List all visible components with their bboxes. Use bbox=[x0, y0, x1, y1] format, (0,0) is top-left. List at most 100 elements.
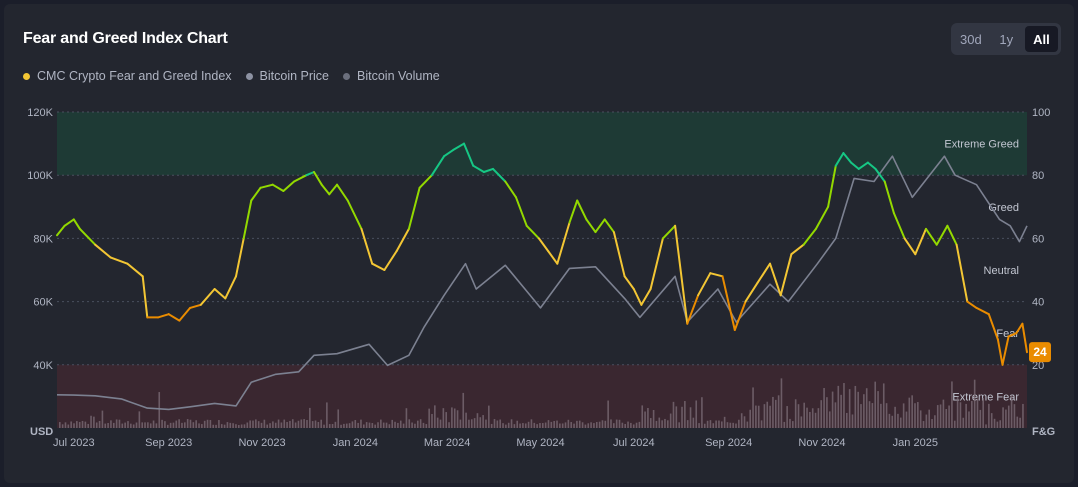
volume-bar bbox=[857, 391, 859, 428]
volume-bar bbox=[871, 403, 874, 428]
zone-label: Fear bbox=[996, 328, 1019, 340]
volume-bar bbox=[982, 398, 984, 428]
volume-bar bbox=[419, 419, 422, 428]
volume-bar bbox=[507, 422, 510, 428]
volume-bar bbox=[354, 420, 357, 428]
volume-bar bbox=[692, 417, 695, 428]
volume-bar bbox=[334, 421, 337, 428]
volume-bar bbox=[402, 423, 405, 428]
fear-greed-segment bbox=[892, 212, 906, 240]
range-30d-button[interactable]: 30d bbox=[954, 26, 988, 52]
current-value-badge bbox=[1029, 342, 1051, 363]
volume-bar bbox=[820, 400, 823, 428]
x-tick-label: May 2024 bbox=[516, 437, 564, 449]
volume-bar bbox=[971, 400, 973, 428]
legend-bitcoin-volume[interactable]: Bitcoin Volume bbox=[343, 69, 440, 83]
fear-greed-segment bbox=[850, 161, 860, 170]
chart-title: Fear and Greed Index Chart bbox=[23, 30, 228, 47]
volume-bar bbox=[567, 419, 570, 428]
legend-dot bbox=[343, 72, 351, 80]
volume-bar bbox=[434, 405, 436, 428]
volume-bar bbox=[320, 419, 322, 428]
volume-bar bbox=[203, 420, 206, 428]
y-right-tick-label: 40 bbox=[1032, 297, 1044, 309]
volume-bar bbox=[107, 423, 109, 428]
volume-bar bbox=[755, 405, 757, 428]
volume-bar bbox=[794, 399, 797, 428]
volume-bar bbox=[936, 405, 939, 428]
volume-bar bbox=[559, 423, 561, 428]
zone-label: Greed bbox=[988, 202, 1019, 214]
volume-bar bbox=[823, 388, 825, 428]
x-tick-label: Jan 2024 bbox=[333, 437, 378, 449]
fear-greed-segment bbox=[336, 183, 349, 202]
volume-bar bbox=[593, 423, 595, 428]
volume-bar bbox=[595, 422, 598, 428]
fear-greed-segment bbox=[259, 183, 274, 189]
legend-dot bbox=[23, 72, 30, 80]
volume-bar bbox=[996, 421, 999, 428]
volume-bar bbox=[624, 423, 626, 428]
volume-bar bbox=[297, 420, 300, 428]
volume-bar bbox=[451, 407, 453, 428]
volume-bar bbox=[87, 423, 90, 428]
fear-greed-segment bbox=[733, 300, 747, 331]
volume-bar bbox=[138, 411, 141, 428]
volume-bar bbox=[865, 388, 868, 428]
volume-bar bbox=[706, 420, 709, 428]
volume-bar bbox=[854, 385, 857, 428]
volume-bar bbox=[280, 422, 283, 428]
volume-bar bbox=[803, 402, 805, 428]
volume-bar bbox=[127, 421, 129, 428]
volume-bar bbox=[630, 422, 632, 428]
volume-bar bbox=[118, 419, 121, 428]
fear-greed-segment bbox=[975, 306, 990, 316]
fear-greed-segment bbox=[452, 142, 465, 151]
volume-bar bbox=[201, 424, 203, 428]
volume-bar bbox=[738, 419, 740, 428]
volume-bar bbox=[613, 423, 615, 428]
volume-bar bbox=[78, 422, 81, 428]
volume-bar bbox=[891, 415, 894, 428]
current-value-text: 24 bbox=[1033, 345, 1047, 359]
volume-bar bbox=[121, 423, 124, 428]
fear-greed-segment bbox=[56, 224, 66, 237]
volume-bar bbox=[581, 422, 584, 428]
volume-bar bbox=[465, 412, 467, 428]
fear-greed-segment bbox=[649, 237, 664, 290]
y-left-tick-label: 80K bbox=[33, 233, 53, 245]
volume-bar bbox=[289, 420, 291, 428]
volume-bar bbox=[701, 397, 703, 428]
volume-bar bbox=[345, 423, 348, 428]
volume-bar bbox=[371, 423, 374, 428]
fear-greed-segment bbox=[178, 306, 192, 322]
volume-bar bbox=[627, 421, 629, 428]
volume-bar bbox=[98, 420, 101, 428]
range-1y-button[interactable]: 1y bbox=[990, 26, 1023, 52]
volume-bar bbox=[792, 421, 794, 428]
fear-greed-segment bbox=[827, 164, 837, 208]
zone-band bbox=[57, 364, 1027, 428]
volume-bar bbox=[1002, 407, 1004, 428]
volume-bar bbox=[95, 422, 98, 428]
volume-bar bbox=[831, 391, 834, 428]
legend-fear-greed[interactable]: CMC Crypto Fear and Greed Index bbox=[23, 69, 232, 83]
volume-bar bbox=[73, 423, 75, 428]
volume-bar bbox=[482, 415, 484, 428]
y-left-tick-label: 120K bbox=[27, 107, 53, 119]
volume-bar bbox=[780, 378, 783, 428]
legend-bitcoin-price[interactable]: Bitcoin Price bbox=[245, 69, 329, 83]
volume-bar bbox=[757, 405, 760, 428]
volume-bar bbox=[769, 405, 771, 428]
volume-bar bbox=[709, 420, 712, 428]
volume-bar bbox=[357, 422, 359, 428]
volume-bar bbox=[456, 410, 459, 428]
volume-bar bbox=[394, 421, 396, 428]
volume-bar bbox=[908, 397, 911, 428]
fear-greed-chart[interactable]: Extreme Greed Greed Neutral Fear Extreme Fea… bbox=[4, 4, 1074, 483]
volume-bar bbox=[215, 424, 217, 428]
volume-bar bbox=[720, 421, 723, 428]
fear-greed-segment bbox=[802, 227, 817, 246]
x-tick-label: Jul 2024 bbox=[613, 437, 655, 449]
range-all-button[interactable]: All bbox=[1024, 26, 1059, 52]
